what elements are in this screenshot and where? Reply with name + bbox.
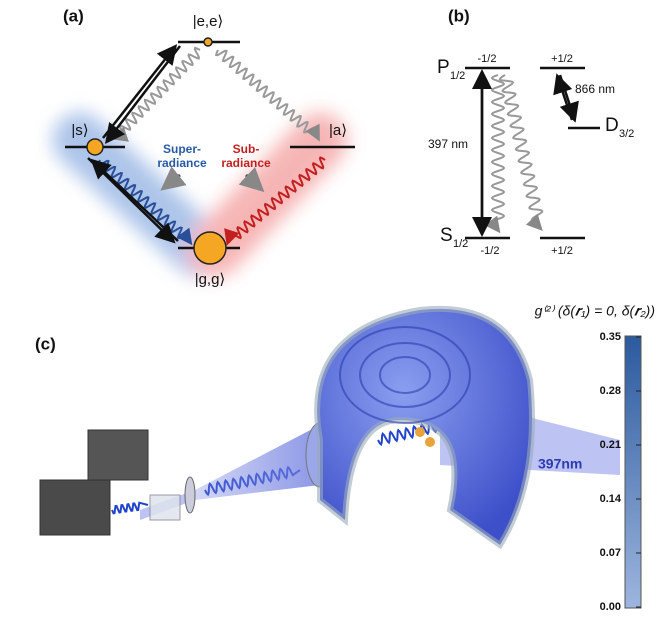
level-label: 1/2 bbox=[453, 238, 468, 250]
level-label: |e,e⟩ bbox=[193, 13, 224, 30]
sublevel-label: +1/2 bbox=[551, 53, 573, 65]
tick-label: 0.21 bbox=[600, 439, 621, 451]
annotation: Super- bbox=[163, 142, 201, 156]
annotation: 866 nm bbox=[575, 82, 615, 96]
annotation: radiance bbox=[157, 156, 207, 170]
photon bbox=[492, 75, 504, 230]
sublevel-label: -1/2 bbox=[481, 245, 500, 257]
level-label: D bbox=[605, 115, 619, 136]
colorbar-title: g⁽²⁾ (δ(𝒓₁) = 0, δ(𝒓₂)) bbox=[535, 303, 655, 319]
annotation: 397nm bbox=[538, 456, 582, 472]
colorbar bbox=[625, 336, 641, 608]
tick-label: 0.14 bbox=[600, 493, 622, 505]
level-label: S bbox=[440, 225, 453, 246]
level-label: P bbox=[437, 57, 450, 78]
tick-label: 0.35 bbox=[600, 331, 621, 343]
tick-label: 0.28 bbox=[600, 385, 621, 397]
photon bbox=[500, 75, 543, 228]
figure: (a) (b) (c) |e,e⟩ |s⟩ |a⟩ |g,g⟩ Super- r… bbox=[0, 0, 663, 618]
annotation: 397 nm bbox=[428, 137, 468, 151]
level-label: 1/2 bbox=[450, 70, 465, 82]
sublevel-label: +1/2 bbox=[551, 245, 573, 257]
panel-label: (c) bbox=[35, 334, 56, 353]
sublevel-label: -1/2 bbox=[478, 53, 497, 65]
tick-label: 0.00 bbox=[600, 601, 621, 613]
photon bbox=[115, 48, 200, 138]
photon bbox=[216, 50, 318, 138]
level-label: 3/2 bbox=[619, 128, 634, 140]
level-label: |g,g⟩ bbox=[195, 271, 226, 288]
panel-label: (a) bbox=[63, 6, 84, 25]
level-label: |s⟩ bbox=[71, 122, 88, 139]
tick-label: 0.07 bbox=[600, 547, 621, 559]
annotation: radiance bbox=[221, 156, 271, 170]
annotation: Sub- bbox=[233, 142, 260, 156]
panel-label: (b) bbox=[448, 6, 470, 25]
page: (a) (b) (c) |e,e⟩ |s⟩ |a⟩ |g,g⟩ Super- r… bbox=[0, 0, 663, 618]
level-label: |a⟩ bbox=[329, 122, 347, 139]
